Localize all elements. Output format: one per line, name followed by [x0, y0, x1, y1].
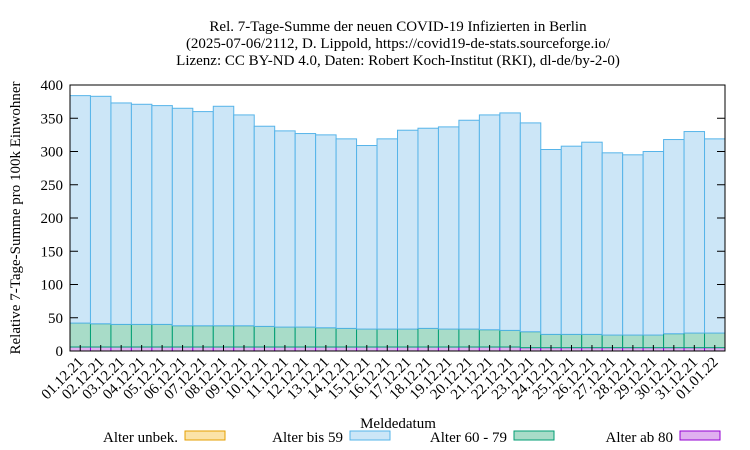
bar: [417, 127, 439, 329]
bar: [560, 145, 583, 335]
bar: [458, 119, 480, 330]
chart-title: (2025-07-06/2112, D. Lippold, https://co…: [186, 36, 611, 52]
bar: [437, 126, 460, 330]
y-tick-label: 250: [41, 178, 64, 194]
bar: [130, 323, 153, 348]
y-tick-label: 100: [41, 278, 64, 294]
bar: [274, 130, 296, 328]
bar: [335, 138, 358, 329]
y-tick-label: 350: [41, 111, 64, 127]
bar: [663, 139, 685, 335]
y-tick-label: 0: [56, 344, 64, 360]
bar: [581, 141, 603, 335]
bar: [253, 325, 276, 348]
bar: [110, 323, 132, 348]
bar: [478, 329, 501, 348]
bar: [540, 149, 562, 335]
bar: [130, 103, 153, 325]
legend-label: Alter unbek.: [103, 430, 178, 446]
y-tick-label: 50: [48, 311, 63, 327]
bar: [376, 138, 398, 330]
bar: [294, 133, 317, 328]
bar: [110, 102, 132, 325]
y-tick-label: 300: [41, 145, 64, 161]
y-axis-label: Relative 7-Tage-Summe pro 100k Einwohner: [8, 81, 24, 354]
y-tick-label: 150: [41, 244, 64, 260]
y-tick-label: 200: [41, 211, 64, 227]
bar: [683, 131, 706, 334]
bar: [253, 125, 276, 327]
y-tick-label: 400: [41, 78, 64, 94]
bar: [89, 323, 112, 348]
legend-swatch: [184, 430, 226, 441]
bar: [233, 325, 255, 348]
bar: [478, 114, 501, 331]
bar: [499, 329, 521, 348]
bar: [499, 112, 521, 331]
bar: [294, 326, 317, 348]
chart-title: Rel. 7-Tage-Summe der neuen COVID-19 Inf…: [209, 19, 587, 35]
bar: [171, 325, 194, 348]
bar: [151, 105, 173, 325]
legend-swatch: [679, 430, 721, 441]
bar: [458, 328, 480, 348]
bar: [397, 328, 419, 348]
legend-label: Alter 60 - 79: [430, 430, 507, 446]
bar: [335, 327, 358, 348]
bar: [151, 323, 173, 348]
bar: [315, 327, 337, 348]
legend-swatch: [349, 430, 391, 441]
bar: [519, 122, 542, 333]
bar: [601, 152, 624, 336]
x-axis-label: Meldedatum: [360, 416, 436, 432]
bar: [212, 105, 235, 327]
bar: [704, 138, 726, 334]
bar: [376, 328, 398, 348]
bar: [171, 107, 194, 327]
bar: [622, 154, 644, 336]
legend-label: Alter ab 80: [606, 430, 673, 446]
legend-swatch: [513, 430, 555, 441]
bar: [356, 328, 378, 348]
bar: [274, 326, 296, 348]
bar: [642, 151, 665, 336]
bar: [192, 325, 214, 348]
bar: [315, 134, 337, 329]
bar: [417, 327, 439, 348]
bar: [69, 95, 91, 324]
bar: [69, 322, 91, 348]
legend-label: Alter bis 59: [272, 430, 343, 446]
bar: [89, 95, 112, 325]
bar: [397, 129, 419, 330]
bar: [437, 328, 460, 348]
bar: [233, 114, 255, 327]
bar: [356, 145, 378, 330]
bar: [212, 325, 235, 348]
chart-title: Lizenz: CC BY-ND 4.0, Daten: Robert Koch…: [176, 53, 620, 69]
bar: [192, 111, 214, 327]
